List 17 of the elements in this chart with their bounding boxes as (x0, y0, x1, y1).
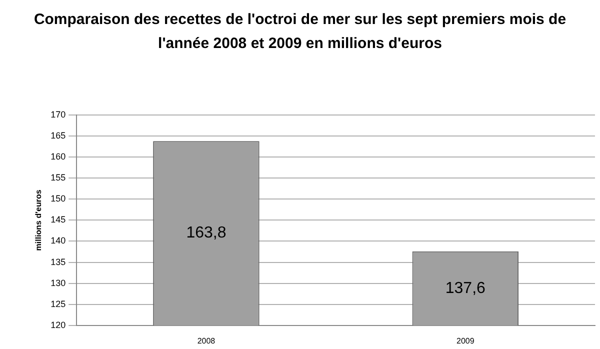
y-tick-label: 165 (50, 130, 66, 141)
y-tick-label: 160 (50, 152, 66, 162)
y-tick-label: 125 (50, 298, 66, 309)
y-tick-label: 130 (50, 278, 66, 288)
data-label: 163,8 (186, 224, 226, 242)
y-tick-label: 155 (50, 172, 66, 183)
data-label: 137,6 (445, 280, 486, 297)
x-tick-label: 2008 (197, 336, 216, 346)
y-tick-label: 170 (50, 109, 66, 120)
y-axis-title: millions d'euros (34, 189, 44, 251)
y-tick-label: 135 (50, 256, 66, 267)
y-tick-label: 140 (50, 236, 66, 246)
chart-title: Comparaison des recettes de l'octroi de mer sur les sept premiers mois de l'année 2008 et 2009 en millions d'euros (32, 10, 568, 54)
y-tick-label: 120 (50, 320, 66, 330)
x-tick-label: 2009 (456, 336, 475, 346)
y-tick-label: 150 (50, 194, 66, 204)
y-tick-label: 145 (50, 214, 66, 225)
